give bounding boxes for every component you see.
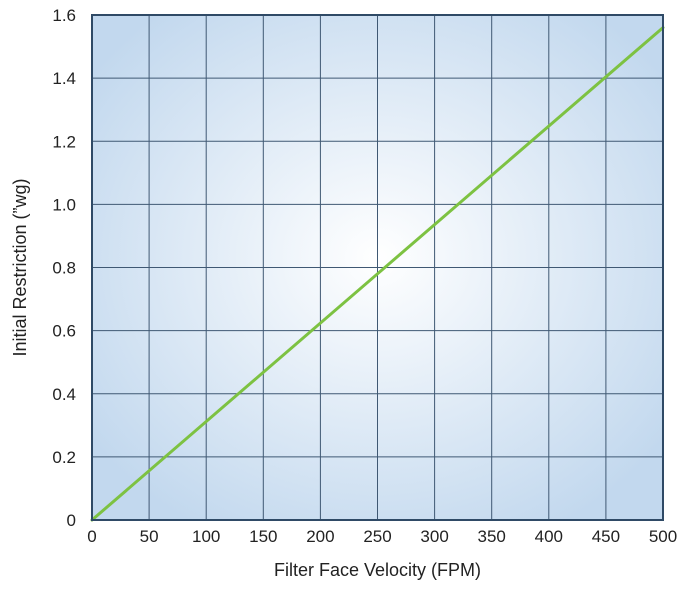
y-tick-label: 1.6 [52,6,76,25]
y-tick-label: 0.8 [52,259,76,278]
series-layer [90,26,665,522]
y-tick-label: 0.2 [52,448,76,467]
x-tick-label: 150 [249,527,277,546]
y-tick-label: 0.6 [52,322,76,341]
x-tick-label: 500 [649,527,677,546]
x-axis-ticks: 0 50 100 150 200 250 300 350 400 450 500 [87,527,677,546]
x-tick-label: 350 [478,527,506,546]
y-tick-label: 1.4 [52,69,76,88]
y-tick-label: 0.4 [52,385,76,404]
series-line [90,26,665,522]
x-tick-label: 300 [420,527,448,546]
y-axis-title: Initial Restriction (”wg) [10,178,30,356]
y-axis-ticks: 0 0.2 0.4 0.6 0.8 1.0 1.2 1.4 1.6 [52,6,76,530]
y-tick-label: 1.2 [52,132,76,151]
x-tick-label: 50 [140,527,159,546]
x-tick-label: 400 [535,527,563,546]
x-tick-label: 450 [592,527,620,546]
x-tick-label: 250 [363,527,391,546]
y-tick-label: 1.0 [52,195,76,214]
plot-frame [91,14,664,521]
y-tick-label: 0 [67,511,76,530]
x-tick-label: 0 [87,527,96,546]
x-axis-title: Filter Face Velocity (FPM) [274,560,481,580]
x-tick-label: 100 [192,527,220,546]
x-tick-label: 200 [306,527,334,546]
